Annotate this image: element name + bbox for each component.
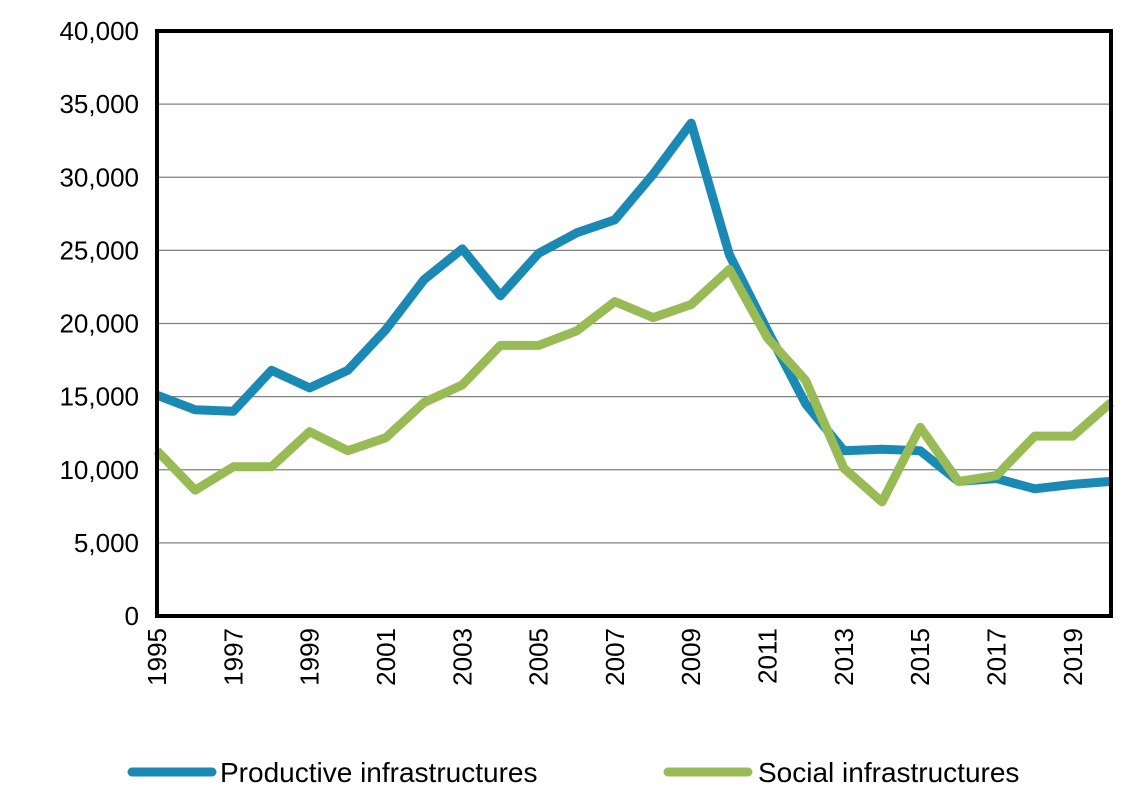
x-tick-label: 1995 bbox=[142, 628, 172, 686]
series-lines bbox=[153, 118, 1114, 507]
legend-label-social: Social infrastructures bbox=[758, 757, 1019, 788]
series-line-1 bbox=[153, 264, 1114, 507]
legend: Productive infrastructures Social infras… bbox=[127, 757, 1019, 788]
x-tick-label: 2019 bbox=[1058, 628, 1088, 686]
y-tick-label: 35,000 bbox=[59, 89, 139, 119]
y-tick-label: 25,000 bbox=[59, 235, 139, 265]
y-tick-label: 30,000 bbox=[59, 162, 139, 192]
y-tick-label: 5,000 bbox=[74, 528, 139, 558]
x-axis-tick-labels: 1995 1997 1999 2001 2003 2005 2007 2009 2011 2013… bbox=[142, 628, 1088, 686]
gridlines bbox=[157, 103, 1111, 544]
y-tick-label: 20,000 bbox=[59, 309, 139, 339]
x-tick-label: 2009 bbox=[676, 628, 706, 686]
x-tick-label: 2015 bbox=[905, 628, 935, 686]
x-tick-label: 2017 bbox=[982, 628, 1012, 686]
y-axis-tick-labels: 0 5,000 10,000 15,000 20,000 25,000 30,000 35,0… bbox=[59, 16, 139, 631]
y-tick-label: 10,000 bbox=[59, 455, 139, 485]
x-tick-label: 2001 bbox=[371, 628, 401, 686]
x-tick-label: 2013 bbox=[829, 628, 859, 686]
y-tick-label: 0 bbox=[125, 601, 139, 631]
legend-label-productive: Productive infrastructures bbox=[220, 757, 537, 788]
y-tick-label: 40,000 bbox=[59, 16, 139, 46]
x-tick-label: 1997 bbox=[218, 628, 248, 686]
x-tick-label: 2011 bbox=[753, 628, 783, 684]
x-tick-label: 2007 bbox=[600, 628, 630, 686]
x-tick-label: 2003 bbox=[447, 628, 477, 686]
y-tick-label: 15,000 bbox=[59, 382, 139, 412]
x-tick-label: 1999 bbox=[295, 628, 325, 686]
plot-frame bbox=[155, 29, 1113, 618]
x-tick-label: 2005 bbox=[524, 628, 554, 686]
